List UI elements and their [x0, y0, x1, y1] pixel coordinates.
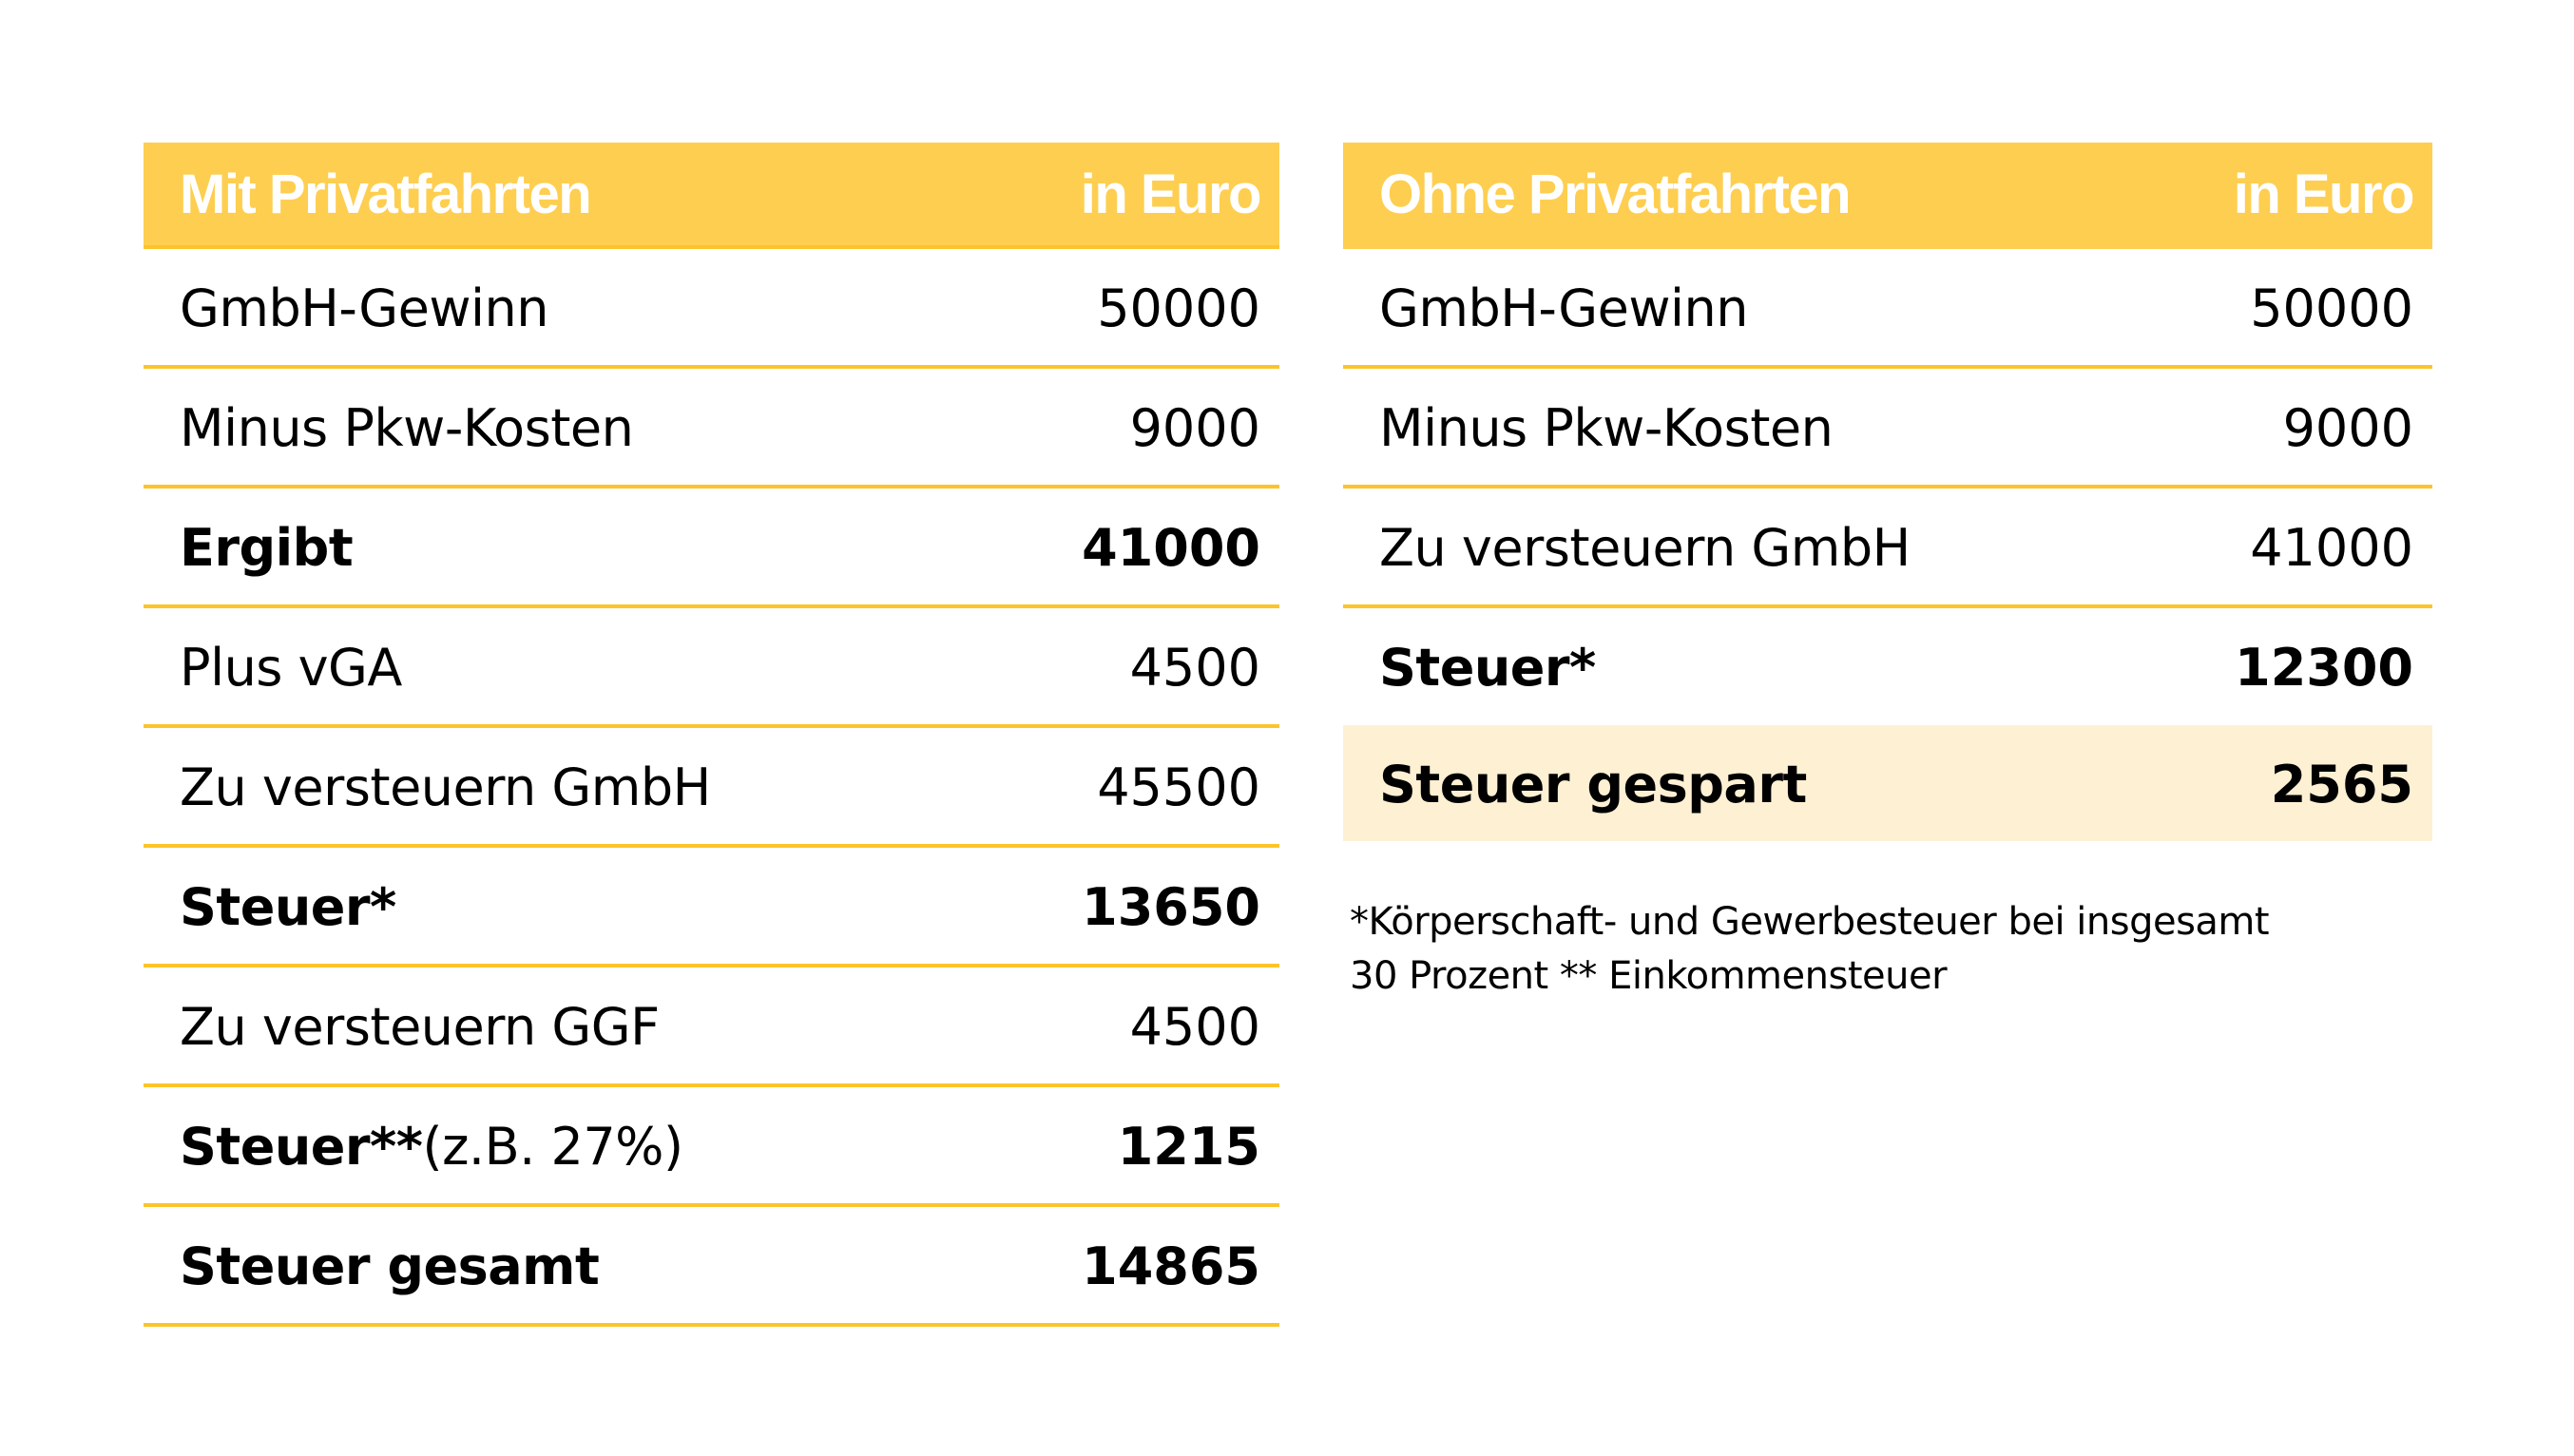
row-value: 2565: [2270, 754, 2413, 814]
table-row: Steuer* 13650: [144, 848, 1279, 967]
table-row: Minus Pkw-Kosten 9000: [144, 369, 1279, 489]
table-row: Zu versteuern GmbH 45500: [144, 728, 1279, 848]
table-row-total: Steuer gesamt 14865: [144, 1207, 1279, 1327]
row-value: 9000: [2282, 397, 2413, 458]
table-row: Minus Pkw-Kosten 9000: [1343, 369, 2432, 489]
row-label: Steuer gesamt: [180, 1236, 600, 1296]
row-label: Minus Pkw-Kosten: [180, 397, 634, 458]
row-label: Steuer gespart: [1379, 754, 1807, 814]
row-value: 13650: [1082, 876, 1260, 937]
row-value: 12300: [2235, 637, 2413, 698]
row-value: 9000: [1129, 397, 1260, 458]
row-label: Steuer*: [1379, 637, 1596, 698]
table-title: Ohne Privatfahrten: [1379, 163, 1852, 225]
row-value: 45500: [1097, 757, 1260, 817]
table-row: Steuer* 12300: [1343, 608, 2432, 724]
row-value: 41000: [1082, 517, 1260, 578]
table-mit-privatfahrten: Mit Privatfahrten in Euro GmbH-Gewinn 50…: [144, 143, 1279, 1327]
footnote-line-1: *Körperschaft- und Gewerbesteuer bei ins…: [1350, 900, 2270, 944]
unit-label: in Euro: [2233, 163, 2415, 225]
table-row: Ergibt 41000: [144, 489, 1279, 608]
highlight-row-steuer-gespart: Steuer gespart 2565: [1343, 725, 2432, 841]
row-value: 41000: [2250, 517, 2413, 578]
row-label: Steuer*: [180, 876, 396, 937]
row-label: Plus vGA: [180, 637, 402, 698]
row-label: Zu versteuern GmbH: [1379, 517, 1911, 578]
footnote-line-2: 30 Prozent ** Einkommensteuer: [1350, 954, 1948, 998]
row-label-note: (z.B. 27%): [422, 1116, 684, 1177]
table-row: GmbH-Gewinn 50000: [144, 249, 1279, 369]
table-row: GmbH-Gewinn 50000: [1343, 249, 2432, 369]
table-header: Mit Privatfahrten in Euro: [144, 143, 1279, 249]
row-value: 50000: [1097, 278, 1260, 338]
table-row: Zu versteuern GGF 4500: [144, 967, 1279, 1087]
row-label: Zu versteuern GmbH: [180, 757, 711, 817]
row-label-group: Steuer**(z.B. 27%): [180, 1117, 683, 1177]
row-label: Steuer**: [180, 1116, 423, 1177]
row-label: GmbH-Gewinn: [1379, 278, 1748, 338]
row-label: Zu versteuern GGF: [180, 996, 660, 1057]
row-label: GmbH-Gewinn: [180, 278, 548, 338]
row-value: 4500: [1129, 637, 1260, 698]
table-title: Mit Privatfahrten: [180, 163, 592, 225]
footnote: *Körperschaft- und Gewerbesteuer bei ins…: [1350, 895, 2433, 1004]
row-value: 14865: [1082, 1236, 1260, 1296]
unit-label: in Euro: [1080, 163, 1262, 225]
table-row: Zu versteuern GmbH 41000: [1343, 489, 2432, 608]
row-value: 4500: [1129, 996, 1260, 1057]
row-label: Ergibt: [180, 517, 354, 578]
row-label: Minus Pkw-Kosten: [1379, 397, 1834, 458]
table-row: Plus vGA 4500: [144, 608, 1279, 728]
table-header: Ohne Privatfahrten in Euro: [1343, 143, 2432, 249]
table-ohne-privatfahrten: Ohne Privatfahrten in Euro GmbH-Gewinn 5…: [1343, 143, 2432, 841]
row-value: 50000: [2250, 278, 2413, 338]
row-value: 1215: [1117, 1116, 1260, 1177]
table-row: Steuer**(z.B. 27%) 1215: [144, 1087, 1279, 1207]
